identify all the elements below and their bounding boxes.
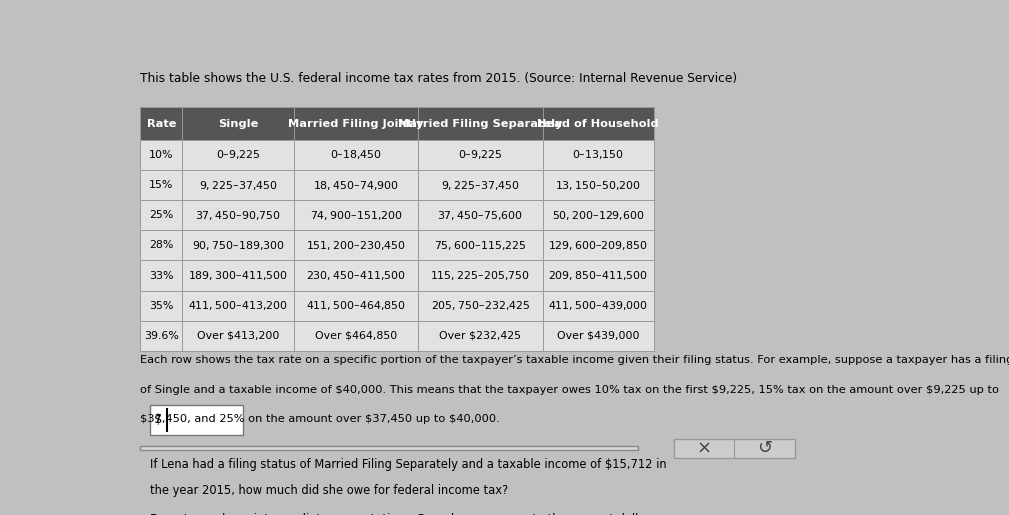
Text: If Lena had a filing status of Married Filing Separately and a taxable income of: If Lena had a filing status of Married F… (149, 458, 666, 471)
Text: $50,200–$129,600: $50,200–$129,600 (552, 209, 645, 222)
Bar (294, 140, 418, 170)
Text: Rate: Rate (146, 118, 176, 129)
Text: $411,500–$439,000: $411,500–$439,000 (548, 299, 648, 312)
Text: Head of Household: Head of Household (538, 118, 659, 129)
Text: $0–$9,225: $0–$9,225 (458, 148, 502, 162)
Bar (140, 200, 183, 230)
Text: $9,225–$37,450: $9,225–$37,450 (199, 179, 277, 192)
Bar (673, 439, 795, 458)
Text: $0–$9,225: $0–$9,225 (216, 148, 260, 162)
Text: ↺: ↺ (757, 439, 772, 457)
Bar (183, 290, 294, 321)
Bar (418, 140, 543, 170)
Text: 25%: 25% (149, 210, 174, 220)
Bar (418, 170, 543, 200)
Text: Married Filing Jointly: Married Filing Jointly (289, 118, 424, 129)
Bar (418, 230, 543, 261)
Text: $0–$18,450: $0–$18,450 (330, 148, 382, 162)
Text: $411,500–$413,200: $411,500–$413,200 (188, 299, 288, 312)
Text: ×: × (696, 439, 711, 457)
Text: Each row shows the tax rate on a specific portion of the taxpayer’s taxable inco: Each row shows the tax rate on a specifi… (140, 355, 1009, 365)
Bar (543, 108, 654, 140)
Bar (140, 261, 183, 290)
Bar (294, 290, 418, 321)
Text: $189,300–$411,500: $189,300–$411,500 (188, 269, 288, 282)
Text: $209,850–$411,500: $209,850–$411,500 (548, 269, 648, 282)
Text: This table shows the U.S. federal income tax rates from 2015. (Source: Internal : This table shows the U.S. federal income… (140, 72, 738, 84)
Text: Over $413,200: Over $413,200 (197, 331, 279, 341)
Text: $37,450–$75,600: $37,450–$75,600 (437, 209, 524, 222)
Bar (183, 321, 294, 351)
Bar (183, 230, 294, 261)
Text: 10%: 10% (149, 150, 174, 160)
Text: $0–$13,150: $0–$13,150 (572, 148, 625, 162)
Bar (183, 140, 294, 170)
Bar (294, 170, 418, 200)
Text: the year 2015, how much did she owe for federal income tax?: the year 2015, how much did she owe for … (149, 484, 508, 497)
Bar (543, 230, 654, 261)
Text: of Single and a taxable income of $40,000. This means that the taxpayer owes 10%: of Single and a taxable income of $40,00… (140, 385, 999, 394)
Text: 33%: 33% (149, 270, 174, 281)
Text: $74,900–$151,200: $74,900–$151,200 (310, 209, 403, 222)
Text: $151,200–$230,450: $151,200–$230,450 (306, 239, 406, 252)
Bar (543, 261, 654, 290)
Text: $90,750–$189,300: $90,750–$189,300 (192, 239, 285, 252)
Bar (140, 170, 183, 200)
Text: Over $439,000: Over $439,000 (557, 331, 640, 341)
Bar (294, 321, 418, 351)
Text: $13,150–$50,200: $13,150–$50,200 (555, 179, 641, 192)
Bar (183, 200, 294, 230)
Bar (294, 230, 418, 261)
Text: $37,450, and 25% on the amount over $37,450 up to $40,000.: $37,450, and 25% on the amount over $37,… (140, 415, 499, 424)
Text: $129,600–$209,850: $129,600–$209,850 (549, 239, 648, 252)
Bar (140, 140, 183, 170)
Bar (294, 108, 418, 140)
Bar (140, 108, 183, 140)
Text: $37,450–$90,750: $37,450–$90,750 (195, 209, 281, 222)
Bar (140, 230, 183, 261)
Text: Do not round any intermediate computations. Round your answer to the nearest dol: Do not round any intermediate computatio… (149, 513, 653, 515)
Bar (183, 108, 294, 140)
Bar (543, 140, 654, 170)
Text: $9,225–$37,450: $9,225–$37,450 (441, 179, 520, 192)
Bar (418, 290, 543, 321)
Bar (543, 290, 654, 321)
Text: $18,450–$74,900: $18,450–$74,900 (313, 179, 399, 192)
Text: $411,500–$464,850: $411,500–$464,850 (306, 299, 406, 312)
Bar (140, 447, 639, 450)
Text: $75,600–$115,225: $75,600–$115,225 (434, 239, 527, 252)
Text: $: $ (154, 413, 162, 426)
Bar (294, 200, 418, 230)
Text: 35%: 35% (149, 301, 174, 311)
Text: 39.6%: 39.6% (144, 331, 179, 341)
Text: Over $232,425: Over $232,425 (439, 331, 522, 341)
Text: $205,750–$232,425: $205,750–$232,425 (431, 299, 530, 312)
Text: Married Filing Separately: Married Filing Separately (399, 118, 563, 129)
Bar (543, 200, 654, 230)
Bar (140, 321, 183, 351)
Bar (183, 170, 294, 200)
Bar (543, 170, 654, 200)
Text: 28%: 28% (149, 241, 174, 250)
Bar (418, 108, 543, 140)
Bar (140, 290, 183, 321)
Bar (418, 321, 543, 351)
Text: $115,225–$205,750: $115,225–$205,750 (431, 269, 531, 282)
Bar (149, 405, 243, 435)
Text: Over $464,850: Over $464,850 (315, 331, 398, 341)
Text: Single: Single (218, 118, 258, 129)
Bar (183, 261, 294, 290)
Text: $230,450–$411,500: $230,450–$411,500 (306, 269, 406, 282)
Bar (418, 200, 543, 230)
Bar (418, 261, 543, 290)
Bar (294, 261, 418, 290)
Bar (543, 321, 654, 351)
Text: 15%: 15% (149, 180, 174, 190)
